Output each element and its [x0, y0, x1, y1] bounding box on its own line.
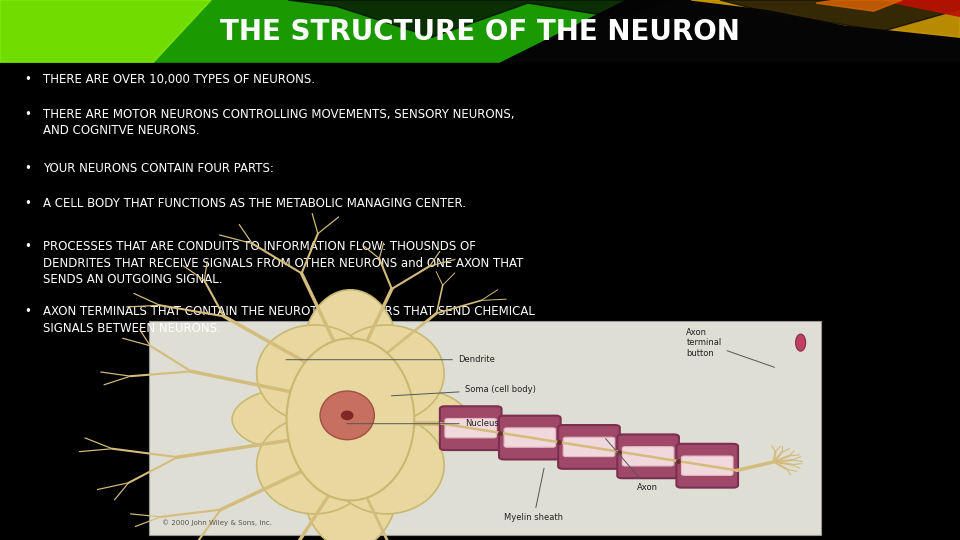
Text: THERE ARE OVER 10,000 TYPES OF NEURONS.: THERE ARE OVER 10,000 TYPES OF NEURONS.: [43, 73, 315, 86]
Polygon shape: [691, 0, 960, 37]
Text: PROCESSES THAT ARE CONDUITS TO INFORMATION FLOW: THOUSNDS OF
DENDRITES THAT RECE: PROCESSES THAT ARE CONDUITS TO INFORMATI…: [43, 240, 523, 286]
Text: •: •: [24, 305, 31, 318]
Text: A CELL BODY THAT FUNCTIONS AS THE METABOLIC MANAGING CENTER.: A CELL BODY THAT FUNCTIONS AS THE METABO…: [43, 197, 467, 210]
Text: THERE ARE MOTOR NEURONS CONTROLLING MOVEMENTS, SENSORY NEURONS,
AND COGNITVE NEU: THERE ARE MOTOR NEURONS CONTROLLING MOVE…: [43, 108, 515, 138]
Polygon shape: [720, 0, 960, 31]
FancyBboxPatch shape: [504, 428, 556, 447]
Polygon shape: [883, 0, 960, 16]
Ellipse shape: [302, 290, 398, 420]
FancyBboxPatch shape: [682, 456, 733, 475]
Text: •: •: [24, 108, 31, 121]
Text: •: •: [24, 197, 31, 210]
FancyBboxPatch shape: [564, 437, 614, 457]
Ellipse shape: [256, 417, 372, 514]
Ellipse shape: [256, 325, 372, 422]
FancyBboxPatch shape: [440, 406, 501, 450]
FancyBboxPatch shape: [558, 425, 620, 469]
Ellipse shape: [305, 379, 396, 460]
Polygon shape: [0, 0, 624, 62]
Ellipse shape: [302, 420, 398, 540]
Polygon shape: [288, 0, 672, 37]
Text: YOUR NEURONS CONTAIN FOUR PARTS:: YOUR NEURONS CONTAIN FOUR PARTS:: [43, 162, 274, 175]
Bar: [149, 321, 821, 535]
Text: THE STRUCTURE OF THE NEURON: THE STRUCTURE OF THE NEURON: [220, 18, 740, 46]
Ellipse shape: [286, 339, 414, 501]
Ellipse shape: [341, 410, 353, 420]
FancyBboxPatch shape: [444, 418, 496, 438]
Text: AXON TERMINALS THAT CONTAIN THE NEUROTRANSMITTERS THAT SEND CHEMICAL
SIGNALS BET: AXON TERMINALS THAT CONTAIN THE NEUROTRA…: [43, 305, 535, 335]
Text: •: •: [24, 162, 31, 175]
Polygon shape: [816, 0, 902, 11]
FancyBboxPatch shape: [677, 444, 738, 488]
Text: Nucleus: Nucleus: [347, 419, 498, 428]
FancyBboxPatch shape: [617, 434, 679, 478]
Ellipse shape: [329, 325, 444, 422]
Polygon shape: [0, 0, 211, 62]
Text: •: •: [24, 73, 31, 86]
Ellipse shape: [796, 334, 805, 351]
Text: Soma (cell body): Soma (cell body): [392, 385, 536, 396]
FancyBboxPatch shape: [622, 447, 674, 466]
Text: Myelin sheath: Myelin sheath: [504, 468, 564, 522]
Bar: [0, 0, 960, 62]
Text: Dendrite: Dendrite: [286, 355, 494, 364]
Text: © 2000 John Wiley & Sons, Inc.: © 2000 John Wiley & Sons, Inc.: [162, 519, 273, 526]
Text: Axon
terminal
button: Axon terminal button: [686, 328, 775, 367]
FancyBboxPatch shape: [499, 416, 561, 460]
Ellipse shape: [320, 391, 374, 440]
Text: Axon: Axon: [606, 438, 659, 492]
Ellipse shape: [334, 387, 468, 452]
Ellipse shape: [329, 417, 444, 514]
Ellipse shape: [232, 387, 367, 452]
Text: •: •: [24, 240, 31, 253]
